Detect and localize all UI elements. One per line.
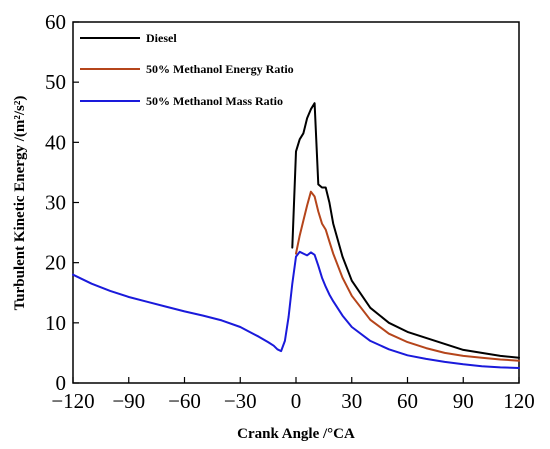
y-tick-label: 40 bbox=[45, 130, 66, 154]
x-tick-label: 90 bbox=[453, 389, 474, 413]
y-tick-label: 0 bbox=[56, 371, 67, 395]
series-lines bbox=[72, 102, 520, 369]
y-tick-label: 30 bbox=[45, 191, 66, 215]
x-axis-title: Crank Angle /°CA bbox=[237, 426, 355, 442]
legend-label: Diesel bbox=[146, 31, 177, 45]
plot-frame bbox=[72, 21, 520, 384]
axis-ticks: −120 −90 −60 −30 0 30 60 90 120 0 10 20 30 40 50 60 bbox=[45, 10, 535, 413]
y-tick-label: 60 bbox=[45, 10, 66, 34]
x-tick-label: 30 bbox=[341, 389, 362, 413]
series-line-2 bbox=[295, 190, 520, 362]
x-tick-label: −30 bbox=[224, 389, 257, 413]
series-line-1 bbox=[291, 102, 520, 359]
x-tick-label: 60 bbox=[397, 389, 418, 413]
y-tick-label: 50 bbox=[45, 70, 66, 94]
x-tick-label: −90 bbox=[112, 389, 145, 413]
x-tick-label: −60 bbox=[168, 389, 201, 413]
legend-label: 50% Methanol Mass Ratio bbox=[146, 94, 283, 108]
y-axis-title: Turbulent Kinetic Energy /(m²/s²) bbox=[12, 96, 28, 311]
x-tick-label: −120 bbox=[51, 389, 94, 413]
y-tick-label: 10 bbox=[45, 311, 66, 335]
series-line-3 bbox=[72, 250, 520, 369]
x-tick-label: 0 bbox=[291, 389, 302, 413]
legend-label: 50% Methanol Energy Ratio bbox=[146, 62, 294, 76]
legend: Diesel 50% Methanol Energy Ratio 50% Metha… bbox=[80, 31, 294, 108]
x-tick-label: 120 bbox=[503, 389, 535, 413]
y-tick-label: 20 bbox=[45, 251, 66, 275]
